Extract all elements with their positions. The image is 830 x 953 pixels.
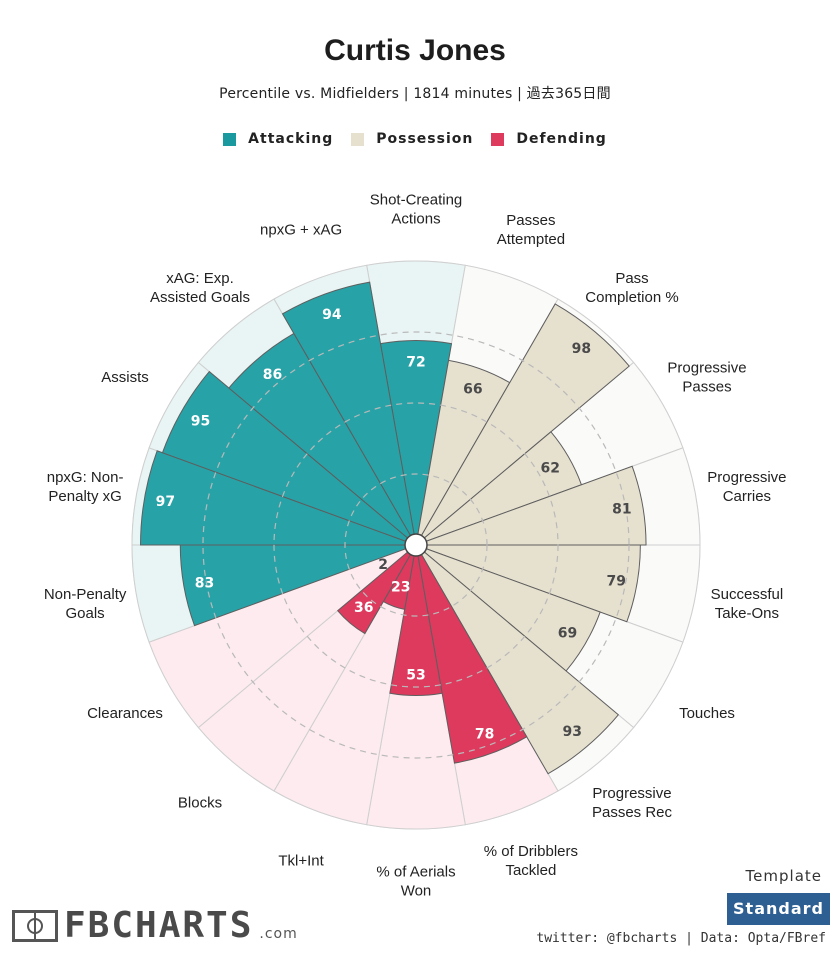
radar-category-label: Successful Take-Ons — [711, 586, 784, 622]
radar-value-label: 79 — [607, 573, 626, 589]
radar-category-label: Clearances — [87, 705, 163, 722]
radar-value-label: 23 — [391, 580, 410, 596]
legend-label-defending: Defending — [516, 131, 607, 147]
radar-category-label: npxG: Non-Penalty xG — [47, 469, 124, 505]
radar-grid-layer — [202, 331, 630, 759]
legend-item-defending: Defending — [491, 131, 606, 147]
legend-label-possession: Possession — [376, 131, 474, 147]
legend-item-possession: Possession — [351, 131, 473, 147]
legend-swatch-possession — [351, 132, 365, 146]
radar-category-label: Non-Penalty Goals — [44, 586, 127, 622]
radar-bar — [281, 281, 417, 546]
legend-label-attacking: Attacking — [248, 131, 334, 147]
radar-category-label: Blocks — [178, 794, 222, 811]
radar-label-layer: 72 Shot-Creating Actions 66 Passes Attempted 9… — [44, 192, 787, 900]
radar-category-label: % of Dribblers Tackled — [484, 843, 578, 879]
radar-value-label: 94 — [322, 307, 342, 323]
chart-title: Curtis Jones — [324, 34, 506, 67]
radar-category-label: Progressive Passes — [667, 360, 746, 396]
legend: Attacking Possession Defending — [0, 131, 830, 147]
legend-swatch-defending — [491, 132, 505, 146]
radar-bar — [415, 303, 630, 546]
radar-value-label: 86 — [263, 367, 282, 383]
radar-value-label: 81 — [612, 502, 631, 518]
radar-bar — [140, 450, 417, 546]
template-badge: Standard — [727, 893, 830, 925]
radar-category-label: Shot-Creating Actions — [370, 192, 463, 228]
radar-value-label: 72 — [406, 355, 425, 371]
radar-value-label: 78 — [475, 726, 494, 742]
radar-category-label: % of Aerials Won — [376, 864, 455, 900]
pitch-icon — [12, 910, 58, 942]
radar-bar — [336, 544, 417, 635]
radar-category-label: Progressive Passes Rec — [592, 785, 673, 821]
radar-value-label: 69 — [558, 626, 577, 642]
radar-value-label: 2 — [378, 557, 388, 573]
radar-bar — [415, 544, 528, 764]
template-label: Template — [745, 867, 822, 885]
radar-bar — [161, 370, 417, 546]
logo-text: FBCHARTS — [64, 905, 254, 946]
radar-category-label: Passes Attempted — [497, 212, 565, 248]
radar-value-label: 36 — [354, 600, 373, 616]
radar-value-label: 97 — [156, 494, 175, 510]
radar-bar — [415, 465, 647, 546]
radar-category-label: xAG: Exp. Assisted Goals — [150, 270, 250, 306]
chart-subtitle: Percentile vs. Midfielders | 1814 minute… — [219, 86, 611, 102]
radar-value-label: 98 — [572, 341, 591, 357]
legend-swatch-attacking — [223, 132, 237, 146]
radar-value-label: 95 — [191, 414, 210, 430]
radar-value-label: 66 — [463, 382, 482, 398]
radar-value-label: 83 — [195, 575, 214, 591]
radar-bar — [389, 544, 443, 697]
radar-value-label: 53 — [406, 668, 425, 684]
radar-category-label: Pass Completion % — [585, 270, 678, 306]
radar-center — [404, 533, 428, 557]
radar-gridline — [273, 402, 559, 688]
logo-suffix: .com — [259, 926, 298, 942]
legend-item-attacking: Attacking — [223, 131, 333, 147]
radar-gridline — [202, 331, 630, 759]
credits-text: twitter: @fbcharts | Data: Opta/FBref — [536, 931, 826, 946]
radar-gridline — [344, 473, 488, 617]
radar-value-label: 62 — [541, 461, 560, 477]
radar-bar — [415, 544, 620, 775]
radar-category-label: Progressive Carries — [707, 469, 786, 505]
radar-category-label: Assists — [101, 369, 149, 386]
radar-category-label: Touches — [679, 705, 735, 722]
radar-category-label: npxG + xAG — [260, 221, 342, 238]
radar-bar — [415, 544, 641, 623]
radar-category-label: Tkl+Int — [278, 853, 324, 870]
radar-value-label: 93 — [563, 724, 582, 740]
radar-bar-layer — [140, 281, 647, 775]
fbcharts-logo: FBCHARTS .com — [12, 906, 298, 946]
